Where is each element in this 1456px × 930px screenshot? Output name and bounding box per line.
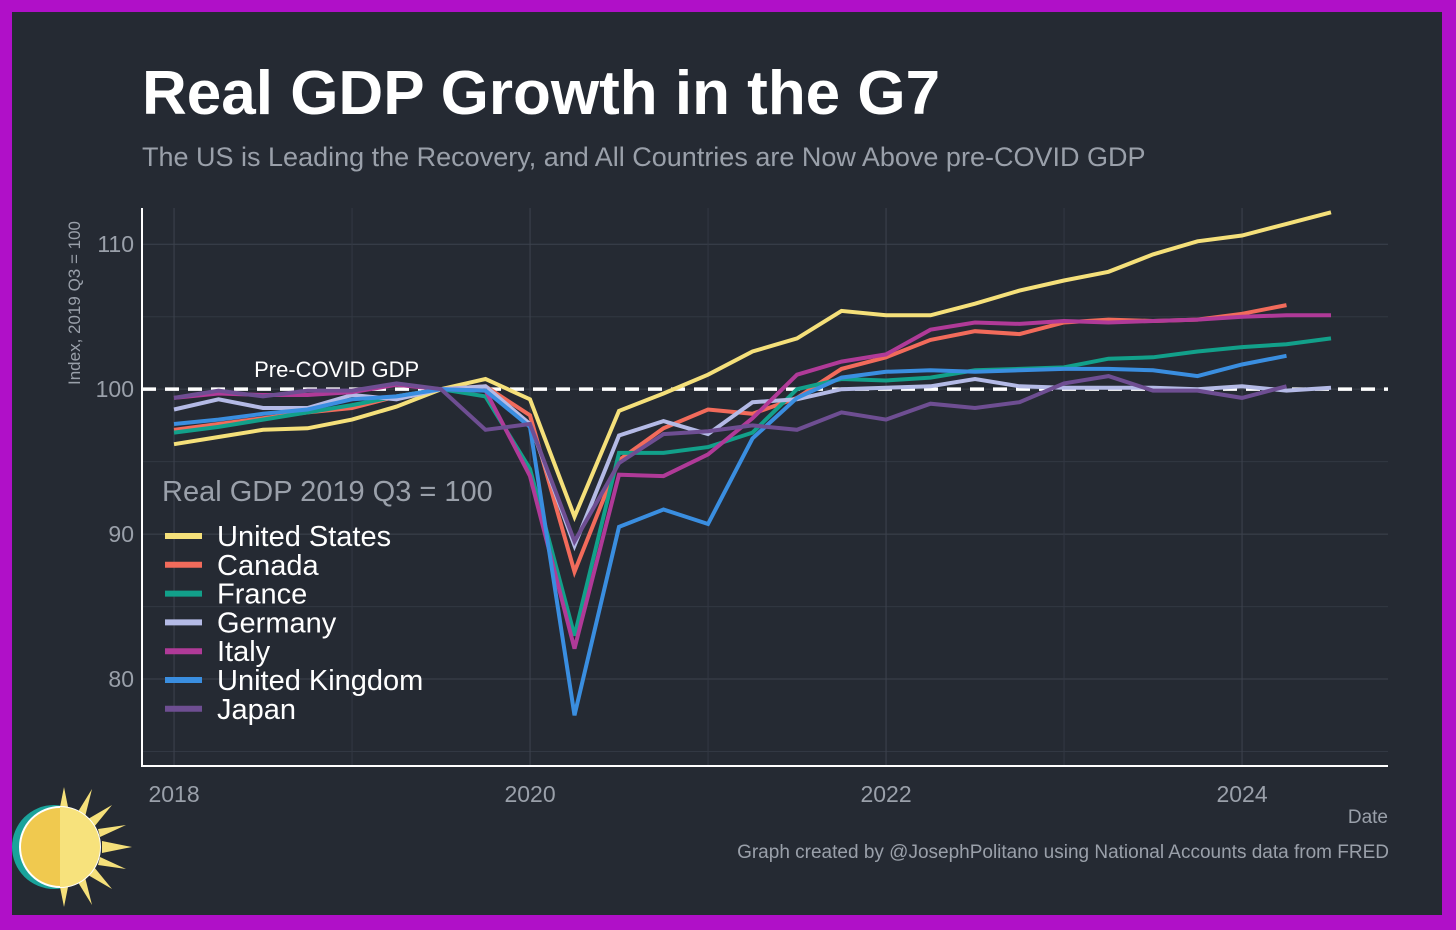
sun-logo-icon bbox=[12, 787, 132, 907]
series-line-japan bbox=[173, 374, 1288, 547]
x-tick-label: 2024 bbox=[1216, 781, 1267, 807]
legend-entry: Canada bbox=[217, 550, 319, 582]
series-line-france bbox=[173, 336, 1332, 637]
reference-line-label: Pre-COVID GDP bbox=[254, 357, 419, 382]
y-tick-label: 80 bbox=[108, 666, 134, 692]
y-axis-label: Index, 2019 Q3 = 100 bbox=[65, 221, 84, 385]
chart-card: Real GDP Growth in the G7 The US is Lead… bbox=[12, 12, 1442, 915]
legend-entry: France bbox=[217, 579, 307, 611]
legend: Real GDP 2019 Q3 = 100 United StatesCanad… bbox=[162, 476, 493, 726]
axes: 80 90 100 110 2018 2020 2022 2024 Index, 2019 Q3… bbox=[65, 208, 1388, 828]
chart-subtitle: The US is Leading the Recovery, and All … bbox=[142, 142, 1146, 172]
legend-entry: United States bbox=[217, 521, 391, 553]
series-line-united-states bbox=[173, 210, 1332, 523]
legend-entry: Germany bbox=[217, 607, 337, 639]
series-lines bbox=[173, 210, 1332, 716]
x-axis-label: Date bbox=[1348, 807, 1388, 828]
x-tick-label: 2022 bbox=[860, 781, 911, 807]
legend-entry: Italy bbox=[217, 636, 271, 668]
legend-entry: Japan bbox=[217, 694, 296, 726]
chart-title: Real GDP Growth in the G7 bbox=[142, 59, 941, 128]
series-line-united-kingdom bbox=[173, 353, 1287, 716]
legend-entry: United Kingdom bbox=[217, 665, 423, 697]
source-credit: Graph created by @JosephPolitano using N… bbox=[737, 842, 1389, 863]
x-tick-label: 2018 bbox=[148, 781, 199, 807]
legend-title: Real GDP 2019 Q3 = 100 bbox=[162, 476, 493, 508]
line-chart: Pre-COVID GDP 80 90 100 110 2018 2020 2022 2024… bbox=[65, 208, 1388, 828]
x-tick-label: 2020 bbox=[504, 781, 555, 807]
series-line-canada bbox=[173, 303, 1287, 578]
y-tick-label: 110 bbox=[97, 231, 134, 257]
y-tick-label: 90 bbox=[108, 521, 134, 547]
y-tick-label: 100 bbox=[96, 376, 134, 402]
